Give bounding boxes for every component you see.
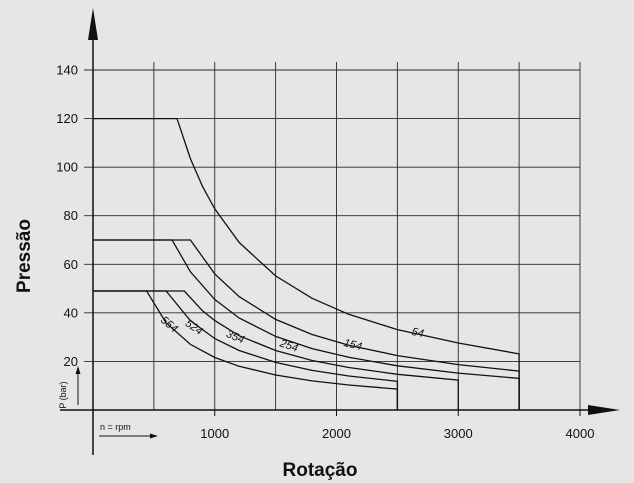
curve-label-254: 254 xyxy=(277,337,299,354)
grid xyxy=(84,62,581,410)
x-tick-label: 3000 xyxy=(444,426,473,441)
tick-labels: 20 40 60 80 100 120 140 1000 2000 3000 4000 xyxy=(56,63,594,442)
x-unit-arrowhead xyxy=(150,433,158,439)
x-axis-title: Rotação xyxy=(283,460,358,481)
curve-label-54: 54 xyxy=(410,326,424,340)
x-tick-label: 2000 xyxy=(322,426,351,441)
axes xyxy=(60,8,620,455)
x-tick-label: 1000 xyxy=(200,426,229,441)
series-line-354 xyxy=(93,290,459,410)
y-tick-label: 80 xyxy=(64,208,78,223)
series-line-154 xyxy=(93,239,520,410)
series-line-524 xyxy=(93,290,399,410)
series-line-254 xyxy=(93,239,520,410)
x-unit-indicator: n = rpm xyxy=(99,422,158,439)
y-axis-title: Pressão xyxy=(14,219,35,293)
series-line-554 xyxy=(93,290,399,410)
y-unit-note: P (bar) xyxy=(58,381,68,408)
y-tick-label: 40 xyxy=(64,305,78,320)
y-tick-label: 140 xyxy=(56,63,78,78)
y-unit-arrowhead xyxy=(75,366,81,374)
curve-label-524: 524 xyxy=(183,317,205,337)
y-tick-label: 60 xyxy=(64,257,78,272)
y-unit-indicator: P (bar) xyxy=(58,366,81,409)
x-axis-arrowhead xyxy=(588,405,620,415)
y-tick-label: 120 xyxy=(56,111,78,126)
curve-label-154: 154 xyxy=(342,337,363,353)
x-unit-note: n = rpm xyxy=(100,422,131,432)
curves xyxy=(93,117,520,410)
series-line-54 xyxy=(93,117,520,410)
y-tick-label: 100 xyxy=(56,160,78,175)
x-tick-label: 4000 xyxy=(566,426,595,441)
y-tick-label: 20 xyxy=(64,354,78,369)
y-axis-arrowhead xyxy=(88,8,98,40)
curve-label-354: 354 xyxy=(224,328,246,346)
